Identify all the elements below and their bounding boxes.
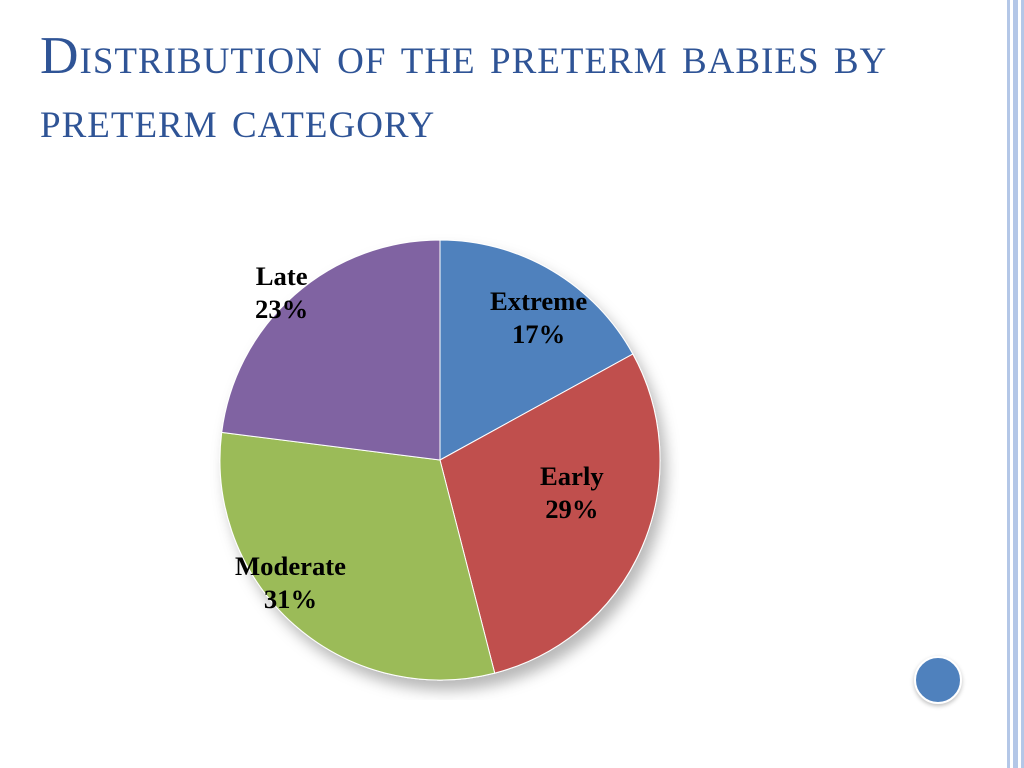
slice-label-name: Late	[255, 260, 308, 293]
slice-label-percent: 17%	[490, 318, 587, 351]
slice-label-name: Extreme	[490, 285, 587, 318]
slice-label-percent: 29%	[540, 493, 604, 526]
slice-label-percent: 23%	[255, 293, 308, 326]
slide: Distribution of the preterm babies by pr…	[0, 0, 1024, 768]
pie-slice-label: Early29%	[540, 460, 604, 527]
slide-title: Distribution of the preterm babies by pr…	[40, 24, 1024, 152]
slice-label-name: Moderate	[235, 550, 346, 583]
pie-chart: Extreme17% Early29% Moderate31% Late23%	[200, 220, 680, 700]
slice-label-name: Early	[540, 460, 604, 493]
accent-circle-icon	[914, 656, 962, 704]
pie-slice-label: Moderate31%	[235, 550, 346, 617]
slice-label-percent: 31%	[235, 583, 346, 616]
pie-slice-label: Late23%	[255, 260, 308, 327]
pie-slice-label: Extreme17%	[490, 285, 587, 352]
right-rail-decoration	[1007, 0, 1024, 768]
